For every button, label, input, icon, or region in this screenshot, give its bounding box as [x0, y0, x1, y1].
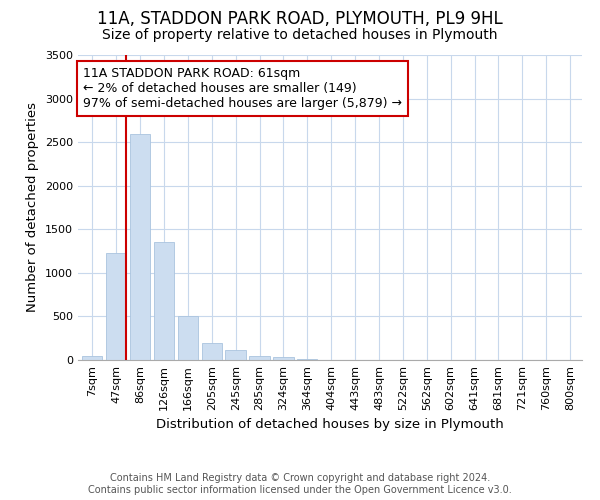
- Bar: [178, 316, 198, 360]
- Text: Contains HM Land Registry data © Crown copyright and database right 2024.
Contai: Contains HM Land Registry data © Crown c…: [88, 474, 512, 495]
- Bar: [106, 253, 127, 360]
- Bar: [273, 358, 293, 360]
- Bar: [297, 358, 317, 360]
- Bar: [82, 356, 103, 360]
- Y-axis label: Number of detached properties: Number of detached properties: [26, 102, 40, 312]
- Bar: [154, 242, 174, 360]
- Bar: [202, 343, 222, 360]
- Bar: [250, 356, 269, 360]
- Text: 11A, STADDON PARK ROAD, PLYMOUTH, PL9 9HL: 11A, STADDON PARK ROAD, PLYMOUTH, PL9 9H…: [97, 10, 503, 28]
- Bar: [130, 134, 150, 360]
- Bar: [226, 350, 246, 360]
- Text: 11A STADDON PARK ROAD: 61sqm
← 2% of detached houses are smaller (149)
97% of se: 11A STADDON PARK ROAD: 61sqm ← 2% of det…: [83, 67, 402, 110]
- Text: Size of property relative to detached houses in Plymouth: Size of property relative to detached ho…: [102, 28, 498, 42]
- X-axis label: Distribution of detached houses by size in Plymouth: Distribution of detached houses by size …: [156, 418, 504, 431]
